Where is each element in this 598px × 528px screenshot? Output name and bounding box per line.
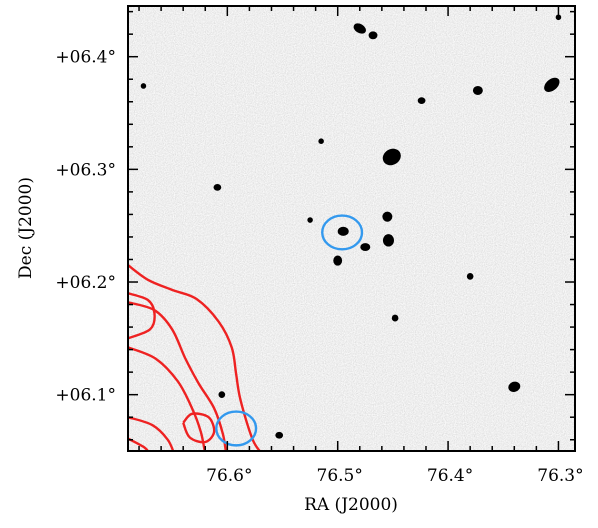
point-source <box>307 217 313 223</box>
x-axis-ticks: 76.6° 76.5° 76.4° 76.3° <box>138 6 584 486</box>
region-ellipse <box>321 214 364 251</box>
point-source <box>275 431 284 439</box>
y-tick-label: +06.3° <box>55 160 116 180</box>
point-source <box>555 14 562 21</box>
sky-image <box>128 6 575 451</box>
point-source <box>318 138 324 145</box>
point-source <box>368 31 378 40</box>
point-source <box>382 234 394 247</box>
point-sources <box>140 14 562 439</box>
y-axis-label: Dec (J2000) <box>16 177 36 279</box>
x-tick-label: 76.6° <box>206 466 252 486</box>
y-axis-ticks: +06.1° +06.2° +06.3° +06.4° <box>55 10 575 441</box>
radio-contour <box>128 292 156 340</box>
point-source <box>353 23 366 34</box>
region-ellipse <box>215 410 258 447</box>
point-source <box>466 273 474 280</box>
radio-contour <box>128 346 206 451</box>
x-tick-label: 76.4° <box>427 466 473 486</box>
point-source <box>333 255 343 266</box>
point-source <box>213 184 222 191</box>
point-source <box>472 85 483 95</box>
y-tick-label: +06.1° <box>55 386 116 406</box>
y-tick-label: +06.4° <box>55 48 116 68</box>
radio-contour <box>182 412 216 444</box>
y-tick-label: +06.2° <box>55 273 116 293</box>
point-source <box>544 77 560 92</box>
radio-contour <box>128 264 262 451</box>
radio-contour <box>128 437 150 451</box>
point-source <box>382 211 393 222</box>
plot-frame <box>127 5 576 452</box>
point-source <box>140 83 147 89</box>
point-source <box>417 97 426 105</box>
point-source <box>391 314 399 322</box>
sky-noise <box>128 6 575 451</box>
radio-contour <box>128 301 227 451</box>
radio-contours <box>128 264 262 451</box>
radio-contour <box>128 416 175 451</box>
point-source <box>337 226 349 236</box>
point-source <box>218 391 226 399</box>
region-annotations <box>215 214 364 447</box>
point-source <box>360 243 371 252</box>
x-tick-label: 76.3° <box>537 466 583 486</box>
x-tick-label: 76.5° <box>317 466 363 486</box>
point-source <box>508 381 521 392</box>
x-axis-label: RA (J2000) <box>304 495 398 515</box>
point-source <box>382 148 401 166</box>
